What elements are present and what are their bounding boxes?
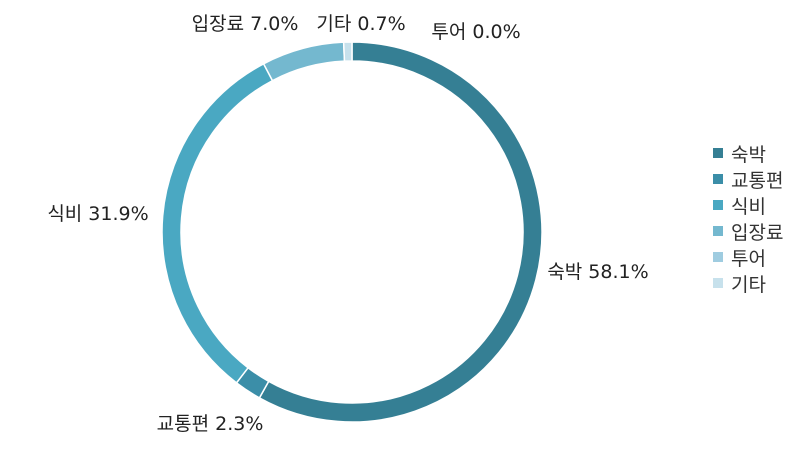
legend-swatch xyxy=(713,148,723,158)
legend-swatch xyxy=(713,278,723,288)
legend-item-3: 식비 xyxy=(713,192,783,218)
slice-3-label: 식비 31.9% xyxy=(47,203,148,225)
slice-1-label: 숙박 58.1% xyxy=(547,261,648,283)
legend-label: 입장료 xyxy=(731,221,784,244)
slice-5-label: 투어 0.0% xyxy=(431,21,520,43)
legend-label: 기타 xyxy=(731,273,766,296)
legend-item-6: 기타 xyxy=(713,270,783,296)
legend-item-4: 입장료 xyxy=(713,218,783,244)
labels-group: 숙박 58.1% 교통편 2.3% 식비 31.9% 입장료 7.0% 투어 0.0% 기… xyxy=(47,13,648,435)
legend-swatch xyxy=(713,200,723,210)
slice-1 xyxy=(258,41,543,423)
slice-2-label: 교통편 2.3% xyxy=(157,413,264,435)
legend-swatch xyxy=(713,252,723,262)
legend-swatch xyxy=(713,174,723,184)
legend-label: 숙박 xyxy=(731,143,766,166)
legend-item-5: 투어 xyxy=(713,244,783,270)
legend-item-1: 숙박 xyxy=(713,140,783,166)
legend-label: 교통편 xyxy=(731,169,784,192)
slice-3 xyxy=(161,62,274,384)
slice-6-label: 기타 0.7% xyxy=(316,13,405,35)
slices-group xyxy=(161,41,543,423)
legend-item-2: 교통편 xyxy=(713,166,783,192)
slice-4-label: 입장료 7.0% xyxy=(192,13,299,35)
slice-6 xyxy=(342,41,353,62)
legend-swatch xyxy=(713,226,723,236)
legend-label: 투어 xyxy=(731,247,766,270)
legend-label: 식비 xyxy=(731,195,766,218)
slice-4 xyxy=(262,41,346,82)
